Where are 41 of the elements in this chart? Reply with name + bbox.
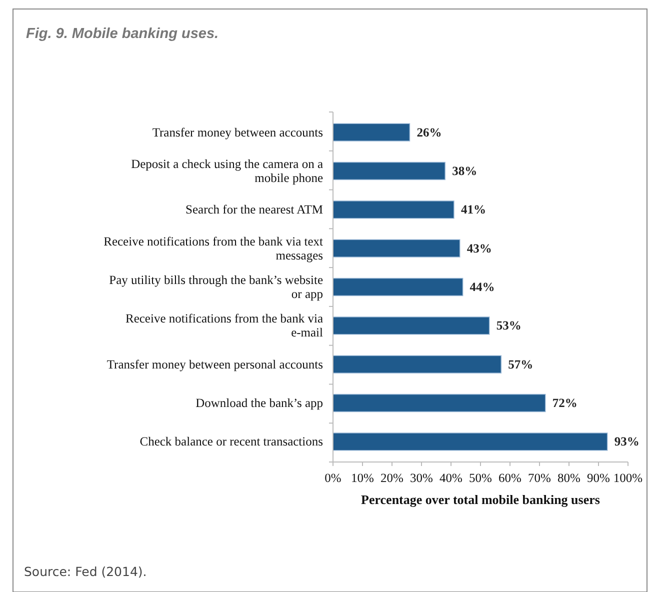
x-tick-label: 40% xyxy=(440,471,462,485)
bar xyxy=(332,239,460,258)
text: Fig. 9. Mobile banking uses. xyxy=(26,26,219,42)
x-tick-label: 0% xyxy=(324,471,342,485)
data-label: 57% xyxy=(508,357,534,372)
data-label: 41% xyxy=(460,202,486,217)
data-label: 93% xyxy=(614,434,640,449)
x-tick-label: 20% xyxy=(380,471,404,485)
y-tick-label: Transfer money between personal accounts xyxy=(106,357,324,372)
y-tick-label: Pay utility bills through the bank’s website or app xyxy=(109,273,324,301)
x-tick-label: 80% xyxy=(558,471,580,485)
x-tick-label: 70% xyxy=(528,471,551,485)
y-tick-label: Receive notifications from the bank via e-mail xyxy=(125,312,324,340)
x-tick-label: 60% xyxy=(498,471,522,485)
bar xyxy=(332,394,546,412)
y-tick-label: Download the bank’s app xyxy=(196,396,323,410)
x-tick-label: 30% xyxy=(410,471,433,485)
y-tick-label: Search for the nearest ATM xyxy=(186,202,323,217)
data-label: 53% xyxy=(496,318,522,333)
data-label: 72% xyxy=(552,396,578,410)
y-tick-label: Receive notifications from the bank via text messages xyxy=(104,234,324,262)
data-label: 43% xyxy=(466,241,492,256)
bar xyxy=(332,162,446,180)
bar xyxy=(332,355,502,374)
y-tick-label: Deposit a check using the camera on a mobile phone xyxy=(131,156,324,185)
bar xyxy=(332,316,490,335)
bar xyxy=(332,278,464,296)
y-tick-label: Transfer money between accounts xyxy=(152,125,324,140)
x-tick-label: 50% xyxy=(469,471,492,485)
data-label: 44% xyxy=(470,280,495,294)
y-tick-label: Check balance or recent transactions xyxy=(140,434,324,449)
source-note: Source: Fed (2014). xyxy=(24,564,147,579)
x-tick-label: 100% xyxy=(613,471,643,485)
data-label: 26% xyxy=(416,125,442,140)
data-label: 38% xyxy=(452,164,478,178)
bar xyxy=(332,200,454,219)
x-tick-label: 90% xyxy=(587,471,610,485)
x-axis-title: Percentage over total mobile banking users xyxy=(361,492,600,507)
x-tick-label: 10% xyxy=(351,471,374,485)
bar xyxy=(332,123,410,142)
bar xyxy=(332,432,608,451)
